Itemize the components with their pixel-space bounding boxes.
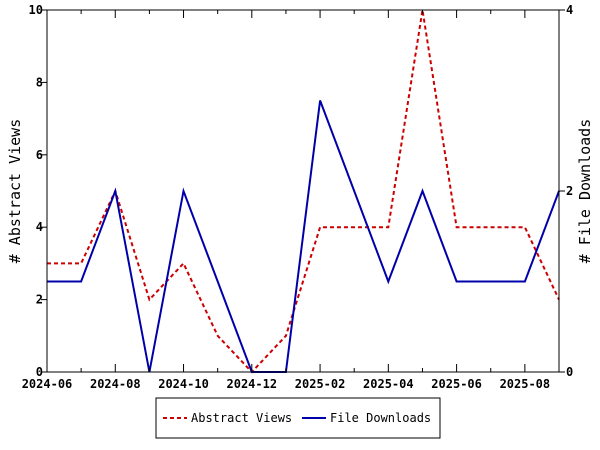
y-tick-label-left: 4 (36, 220, 43, 234)
y-tick-label-left: 2 (36, 293, 43, 307)
x-tick-label: 2025-02 (295, 377, 346, 391)
legend-box (155, 397, 441, 439)
y-tick-label-left: 0 (36, 365, 43, 379)
y-tick-label-right: 0 (566, 365, 573, 379)
y-tick-label-right: 2 (566, 184, 573, 198)
x-tick-label: 2024-08 (90, 377, 141, 391)
x-tick-label: 2024-06 (22, 377, 73, 391)
y-tick-label-left: 8 (36, 75, 43, 89)
y-axis-right-title: # File Downloads (576, 119, 594, 264)
legend-label-abstract-views: Abstract Views (191, 411, 292, 425)
y-axis-left-title: # Abstract Views (6, 119, 24, 264)
series-line-file-downloads (47, 100, 560, 373)
x-tick-label: 2025-06 (431, 377, 482, 391)
x-tick-label: 2024-12 (227, 377, 278, 391)
x-tick-label: 2025-08 (500, 377, 551, 391)
legend-label-file-downloads: File Downloads (330, 411, 431, 425)
y-tick-label-left: 6 (36, 148, 43, 162)
series-layer (47, 9, 560, 374)
y-tick-label-left: 10 (29, 3, 43, 17)
x-tick-label: 2024-10 (158, 377, 209, 391)
y-tick-label-right: 4 (566, 3, 573, 17)
ticks-layer: 2024-06 2024-08 2024-10 2024-12 2025-02 2025-… (22, 3, 574, 391)
legend: Abstract Views File Downloads (155, 397, 441, 439)
x-tick-label: 2025-04 (363, 377, 414, 391)
plot-frame (46, 9, 560, 373)
series-line-abstract-views (47, 9, 560, 374)
